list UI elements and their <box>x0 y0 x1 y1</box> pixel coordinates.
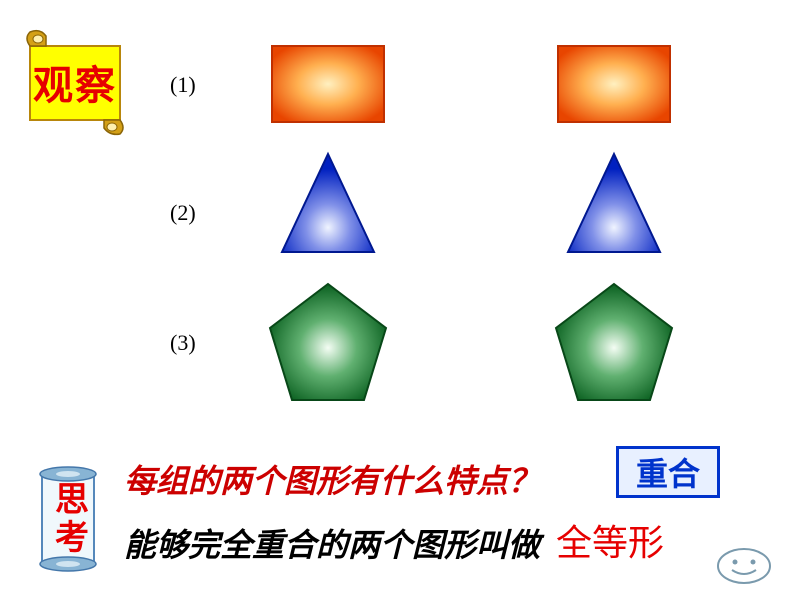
row-label-3: (3) <box>170 330 196 356</box>
row-label-1: (1) <box>170 72 196 98</box>
rect-shape-left <box>270 44 386 124</box>
triangle-shape-right <box>560 150 668 256</box>
overlap-box: 重合 <box>616 446 720 498</box>
smiley-icon <box>716 546 772 586</box>
congruent-label: 全等形 <box>556 514 664 566</box>
pentagon-shape-right <box>550 278 678 406</box>
think-label: 思考 <box>44 481 93 557</box>
observe-label: 观察 <box>33 53 117 111</box>
triangle-shape-left <box>274 150 382 256</box>
row-label-2: (2) <box>170 200 196 226</box>
pentagon-shape-left <box>264 278 392 406</box>
think-scroll: 思考 <box>28 466 108 572</box>
observe-scroll: 观察 <box>18 28 132 136</box>
question-2: 能够完全重合的两个图形叫做 <box>124 520 540 566</box>
question-1: 每组的两个图形有什么特点？ <box>124 456 540 502</box>
rect-shape-right <box>556 44 672 124</box>
overlap-label: 重合 <box>636 449 700 495</box>
